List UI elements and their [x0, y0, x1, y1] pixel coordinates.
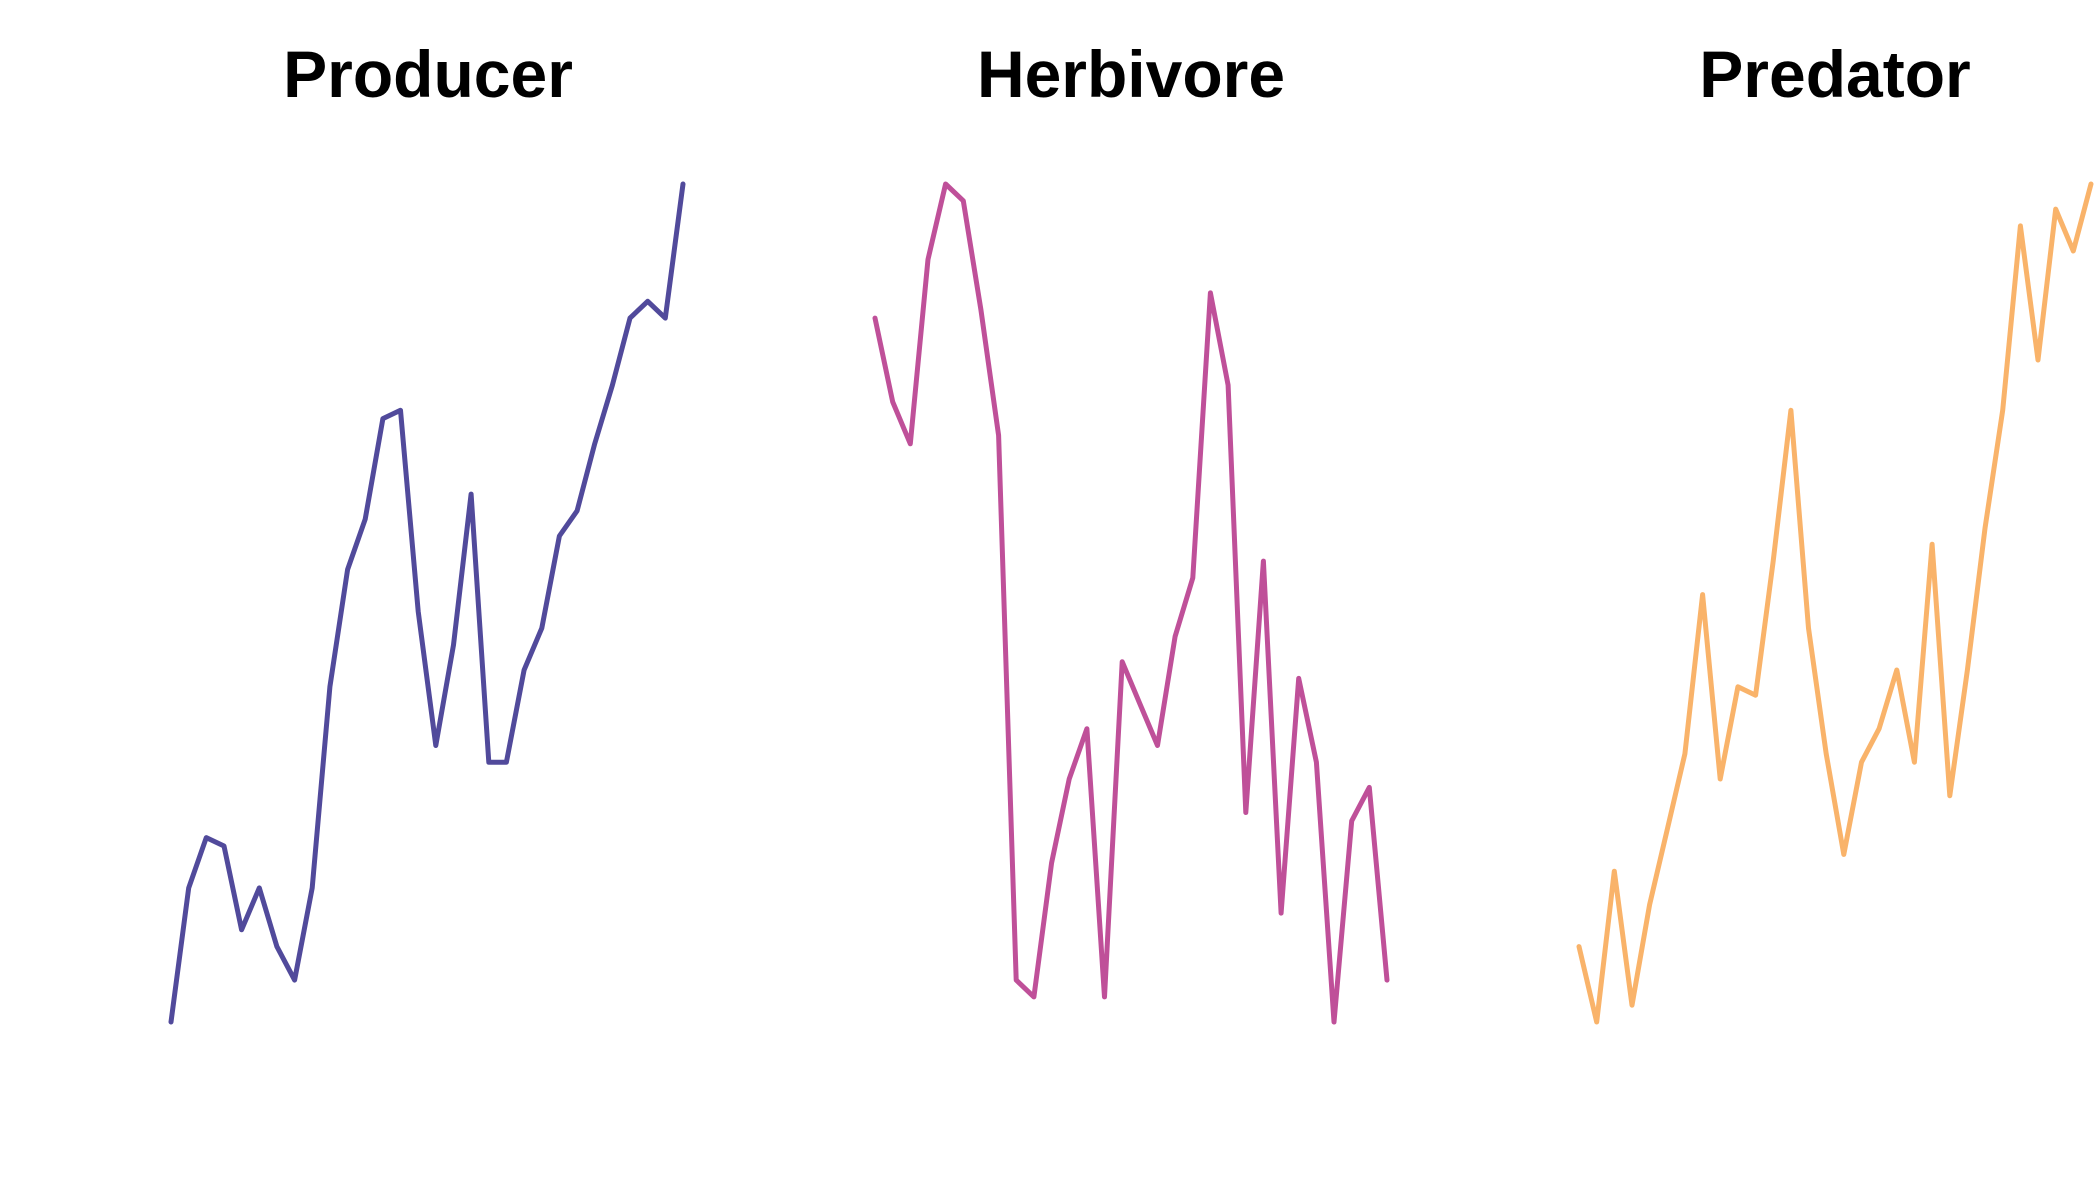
predator-line [1576, 181, 2094, 1025]
predator-panel-title: Predator [1699, 37, 1970, 111]
herbivore-panel-title: Herbivore [977, 37, 1285, 111]
producer-panel-title: Producer [283, 37, 573, 111]
panel-predator: Predator [1576, 37, 2094, 1025]
herbivore-line [872, 181, 1390, 1025]
panel-herbivore: Herbivore [872, 37, 1390, 1025]
panel-producer: Producer [168, 37, 686, 1025]
producer-line [168, 181, 686, 1025]
